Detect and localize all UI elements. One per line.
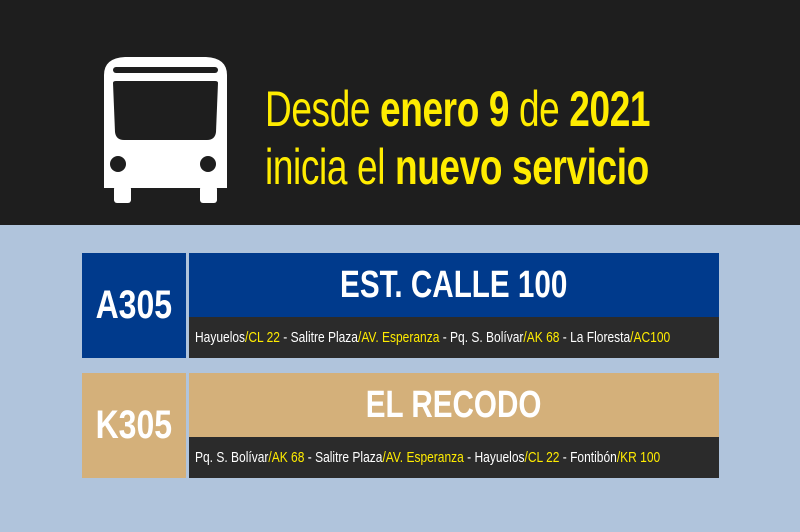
street-label: /AV. Esperanza bbox=[357, 329, 440, 346]
route-stops-a305: Hayuelos/CL 22 - Salitre Plaza/AV. Esper… bbox=[189, 317, 719, 358]
stop-label: - Fontibón bbox=[559, 449, 617, 466]
stop-label: - Salitre Plaza bbox=[304, 449, 383, 466]
route-stops-k305: Pq. S. Bolívar/AK 68 - Salitre Plaza/AV.… bbox=[189, 437, 719, 478]
stop-label: Pq. S. Bolívar bbox=[195, 449, 269, 466]
street-label: /AC100 bbox=[630, 329, 671, 346]
headline-segment: Desde bbox=[265, 81, 381, 137]
headline-segment: 2021 bbox=[569, 81, 651, 137]
stop-label: - Hayuelos bbox=[463, 449, 525, 466]
route-code-a305: A305 bbox=[82, 253, 186, 358]
street-label: /CL 22 bbox=[245, 329, 280, 346]
bus-icon bbox=[104, 57, 227, 203]
street-label: /CL 22 bbox=[524, 449, 560, 466]
headline-segment: inicia el bbox=[265, 139, 395, 195]
street-label: /AV. Esperanza bbox=[382, 449, 464, 466]
stop-label: - Salitre Plaza bbox=[279, 329, 358, 346]
street-label: /AK 68 bbox=[268, 449, 305, 466]
route-code-k305: K305 bbox=[82, 373, 186, 478]
street-label: /AK 68 bbox=[523, 329, 560, 346]
headline-segment: enero 9 bbox=[380, 81, 510, 137]
announcement-header: Desde enero 9 de 2021 inicia el nuevo se… bbox=[0, 0, 800, 225]
stop-label: - La Floresta bbox=[559, 329, 631, 346]
stop-label: Hayuelos bbox=[195, 329, 246, 346]
headline-segment: nuevo servicio bbox=[394, 139, 649, 195]
street-label: /KR 100 bbox=[616, 449, 661, 466]
headline-line-2: inicia el nuevo servicio bbox=[265, 138, 649, 196]
headline-line-1: Desde enero 9 de 2021 bbox=[265, 80, 650, 138]
stop-label: - Pq. S. Bolívar bbox=[439, 329, 524, 346]
route-destination-k305: EL RECODO bbox=[189, 373, 719, 437]
headline-segment: de bbox=[509, 81, 570, 137]
route-destination-a305: EST. CALLE 100 bbox=[189, 253, 719, 317]
